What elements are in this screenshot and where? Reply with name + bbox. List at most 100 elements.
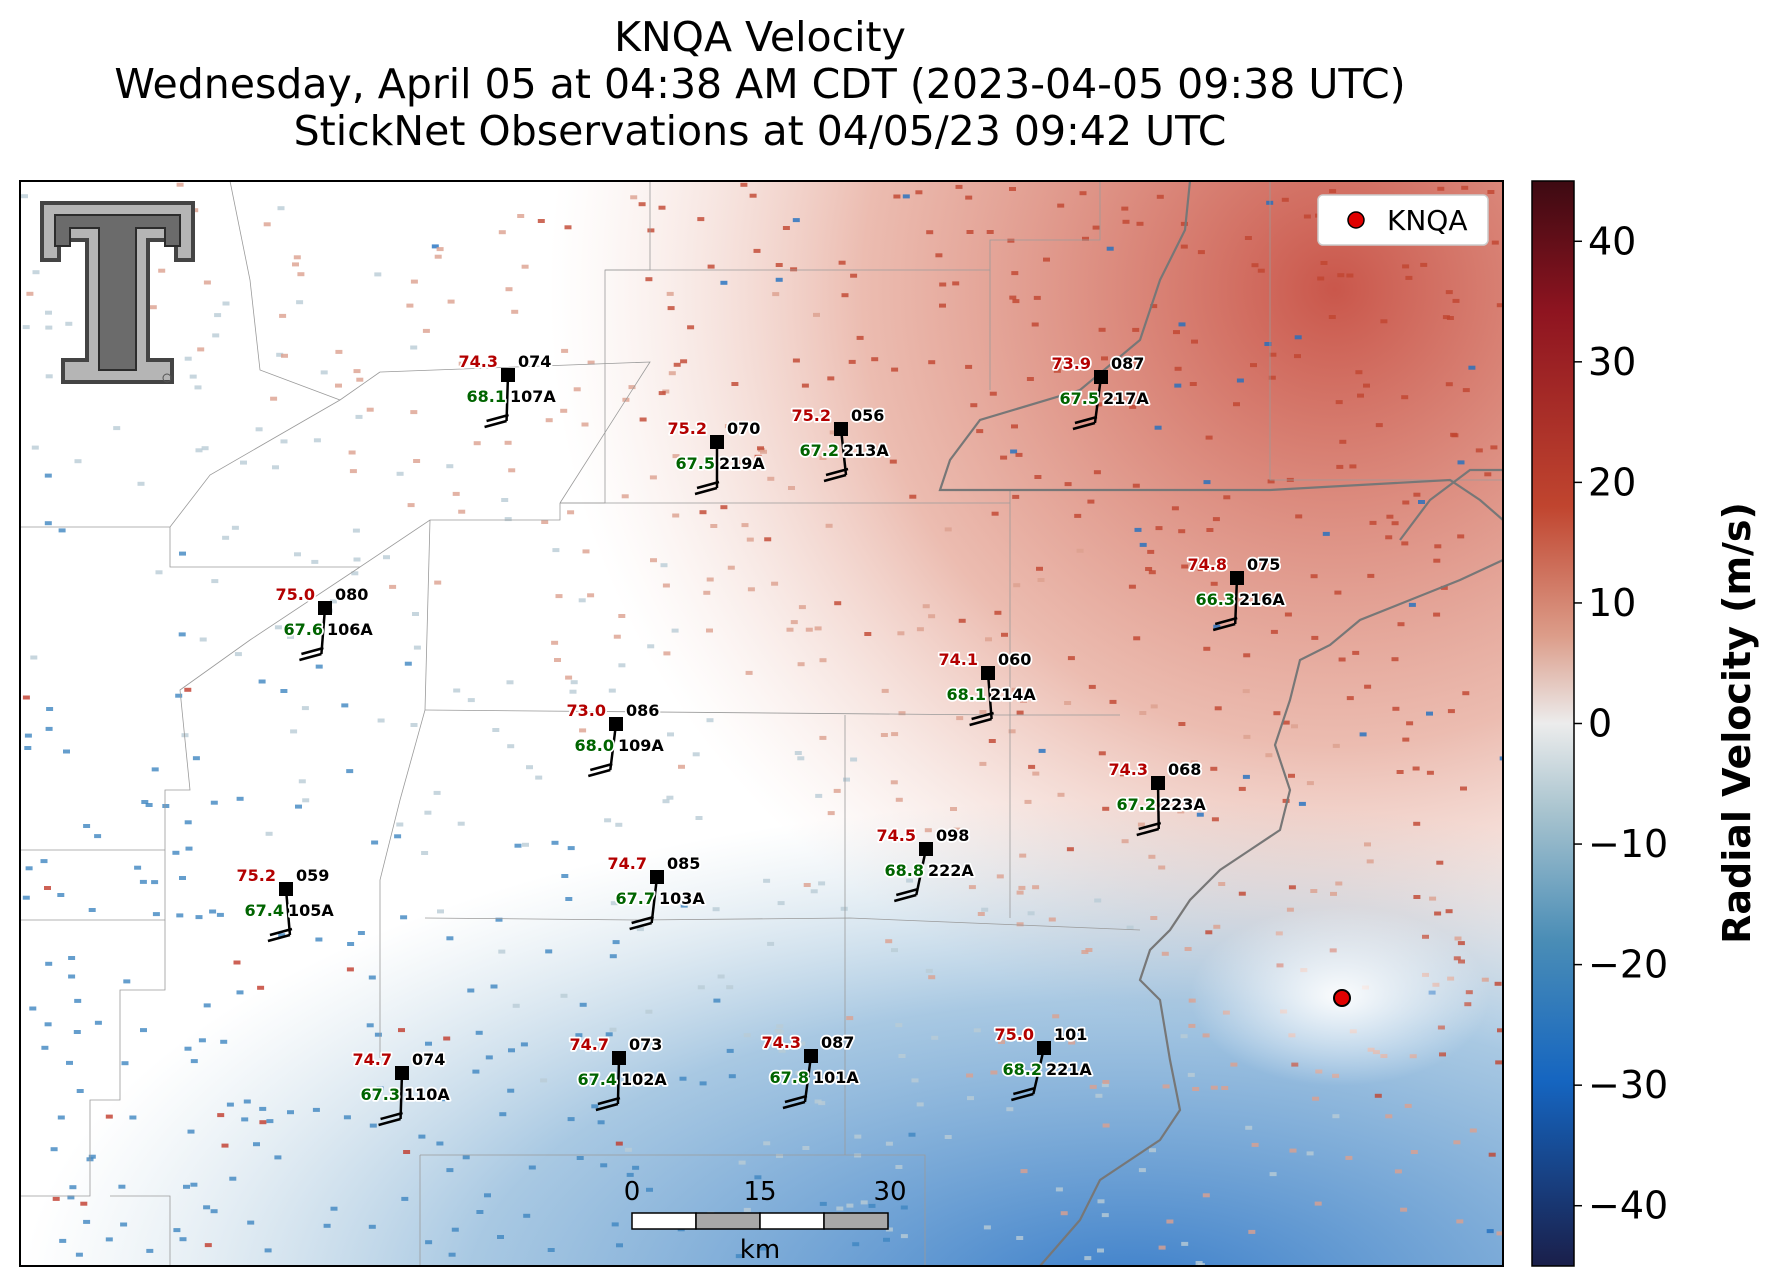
station-id: 223A: [1160, 795, 1206, 814]
station-marker: [1094, 370, 1108, 384]
station-dewpoint: 67.2: [1117, 795, 1156, 814]
station-dewpoint: 67.7: [616, 889, 655, 908]
station-107A: 74.3 074 68.1 107A: [457, 350, 558, 429]
station-temp: 75.0: [276, 585, 315, 604]
wind-barb: [839, 428, 848, 476]
station-temp: 73.9: [1052, 354, 1091, 373]
station-id: 106A: [327, 620, 373, 639]
station-id: 107A: [510, 387, 556, 406]
map-frame: [19, 180, 1504, 1267]
station-marker: [981, 666, 995, 680]
station-wind-dir: 074: [412, 1050, 445, 1069]
station-wind-dir: 085: [667, 854, 700, 873]
station-temp: 74.7: [353, 1050, 392, 1069]
station-marker: [318, 601, 332, 615]
wind-barb: [320, 607, 327, 655]
colorbar: 40 30 20 10 0 −10 −20 −30 −40 Radial Velocity (m…: [1531, 180, 1759, 1267]
title-line-2: Wednesday, April 05 at 04:38 AM CDT (202…: [114, 60, 1406, 108]
station-id: 217A: [1103, 389, 1149, 408]
wind-barb: [609, 723, 618, 771]
station-temp: 75.2: [237, 866, 276, 885]
station-id: 103A: [659, 889, 705, 908]
station-dewpoint: 67.5: [1060, 389, 1099, 408]
station-wind-dir: 074: [518, 352, 551, 371]
station-marker: [650, 870, 664, 884]
scalebar: 0 15 30 km: [624, 1177, 907, 1265]
station-wind-dir: 087: [821, 1033, 854, 1052]
station-id: 213A: [843, 441, 889, 460]
velocity-field: [20, 181, 1503, 1266]
station-temp: 75.2: [792, 406, 831, 425]
station-marker: [804, 1049, 818, 1063]
scalebar-tick-15: 15: [743, 1177, 776, 1207]
station-temp: 74.1: [939, 650, 978, 669]
station-223A: 74.3 068 67.2 223A: [1107, 758, 1208, 837]
wind-barb: [803, 1055, 813, 1103]
texas-tech-double-t-logo: [40, 201, 195, 384]
station-106A: 75.0 080 67.6 106A: [274, 583, 375, 662]
station-marker: [710, 435, 724, 449]
station-temp: 74.7: [570, 1035, 609, 1054]
station-wind-dir: 068: [1168, 760, 1201, 779]
station-214A: 74.1 060 68.1 214A: [937, 648, 1038, 727]
colorbar-tick: 10: [1588, 581, 1636, 625]
station-marker: [279, 882, 293, 896]
station-dewpoint: 67.3: [361, 1085, 400, 1104]
wind-barb: [399, 1072, 404, 1120]
station-dewpoint: 68.2: [1003, 1060, 1042, 1079]
station-dewpoint: 67.8: [770, 1068, 809, 1087]
scalebar-tick-30: 30: [873, 1177, 906, 1207]
station-wind-dir: 098: [936, 826, 969, 845]
wind-barb: [915, 848, 928, 896]
station-dewpoint: 67.4: [578, 1070, 617, 1089]
colorbar-tick: 30: [1588, 340, 1636, 384]
station-marker: [395, 1066, 409, 1080]
station-id: 105A: [288, 901, 334, 920]
station-wind-dir: 075: [1247, 555, 1280, 574]
colorbar-tick: 0: [1588, 702, 1612, 746]
station-temp: 74.8: [1188, 555, 1227, 574]
station-110A: 74.7 074 67.3 110A: [351, 1048, 452, 1127]
station-temp: 75.2: [668, 419, 707, 438]
wind-barb: [505, 374, 510, 422]
station-dewpoint: 67.6: [284, 620, 323, 639]
station-dewpoint: 68.1: [947, 685, 986, 704]
station-temp: 74.7: [608, 854, 647, 873]
station-marker: [609, 717, 623, 731]
station-dewpoint: 68.8: [885, 861, 924, 880]
station-marker: [1037, 1041, 1051, 1055]
station-wind-dir: 070: [727, 419, 760, 438]
scalebar-unit: km: [740, 1235, 780, 1265]
station-wind-dir: 060: [998, 650, 1031, 669]
station-marker: [1230, 571, 1244, 585]
wind-barb: [1032, 1047, 1046, 1095]
station-dewpoint: 67.2: [800, 441, 839, 460]
station-id: 102A: [621, 1070, 667, 1089]
wind-barb: [1093, 376, 1103, 424]
scalebar-tick-0: 0: [624, 1177, 641, 1207]
station-101A: 74.3 087 67.8 101A: [760, 1031, 861, 1110]
station-id: 216A: [1239, 590, 1285, 609]
station-marker: [1151, 776, 1165, 790]
station-105A: 75.2 059 67.4 105A: [235, 864, 336, 943]
station-wind-dir: 101: [1054, 1025, 1087, 1044]
state-border: [938, 181, 1503, 1266]
station-dewpoint: 68.1: [467, 387, 506, 406]
title-line-1: KNQA Velocity: [614, 13, 906, 61]
colorbar-tick: −10: [1588, 822, 1668, 866]
colorbar-tick: −30: [1588, 1063, 1668, 1107]
wind-barb: [616, 1057, 621, 1105]
station-216A: 74.8 075 66.3 216A: [1186, 553, 1287, 632]
station-dewpoint: 67.4: [245, 901, 284, 920]
station-wind-dir: 086: [626, 701, 659, 720]
knqa-legend-marker: [1347, 211, 1365, 229]
station-id: 101A: [813, 1068, 859, 1087]
wind-barb: [650, 876, 659, 924]
colorbar-tick: 20: [1588, 460, 1636, 504]
station-219A: 75.2 070 67.5 219A: [666, 417, 767, 496]
station-id: 110A: [404, 1085, 450, 1104]
station-id: 221A: [1046, 1060, 1092, 1079]
station-222A: 74.5 098 68.8 222A: [875, 824, 976, 903]
colorbar-tick: −40: [1588, 1184, 1668, 1228]
